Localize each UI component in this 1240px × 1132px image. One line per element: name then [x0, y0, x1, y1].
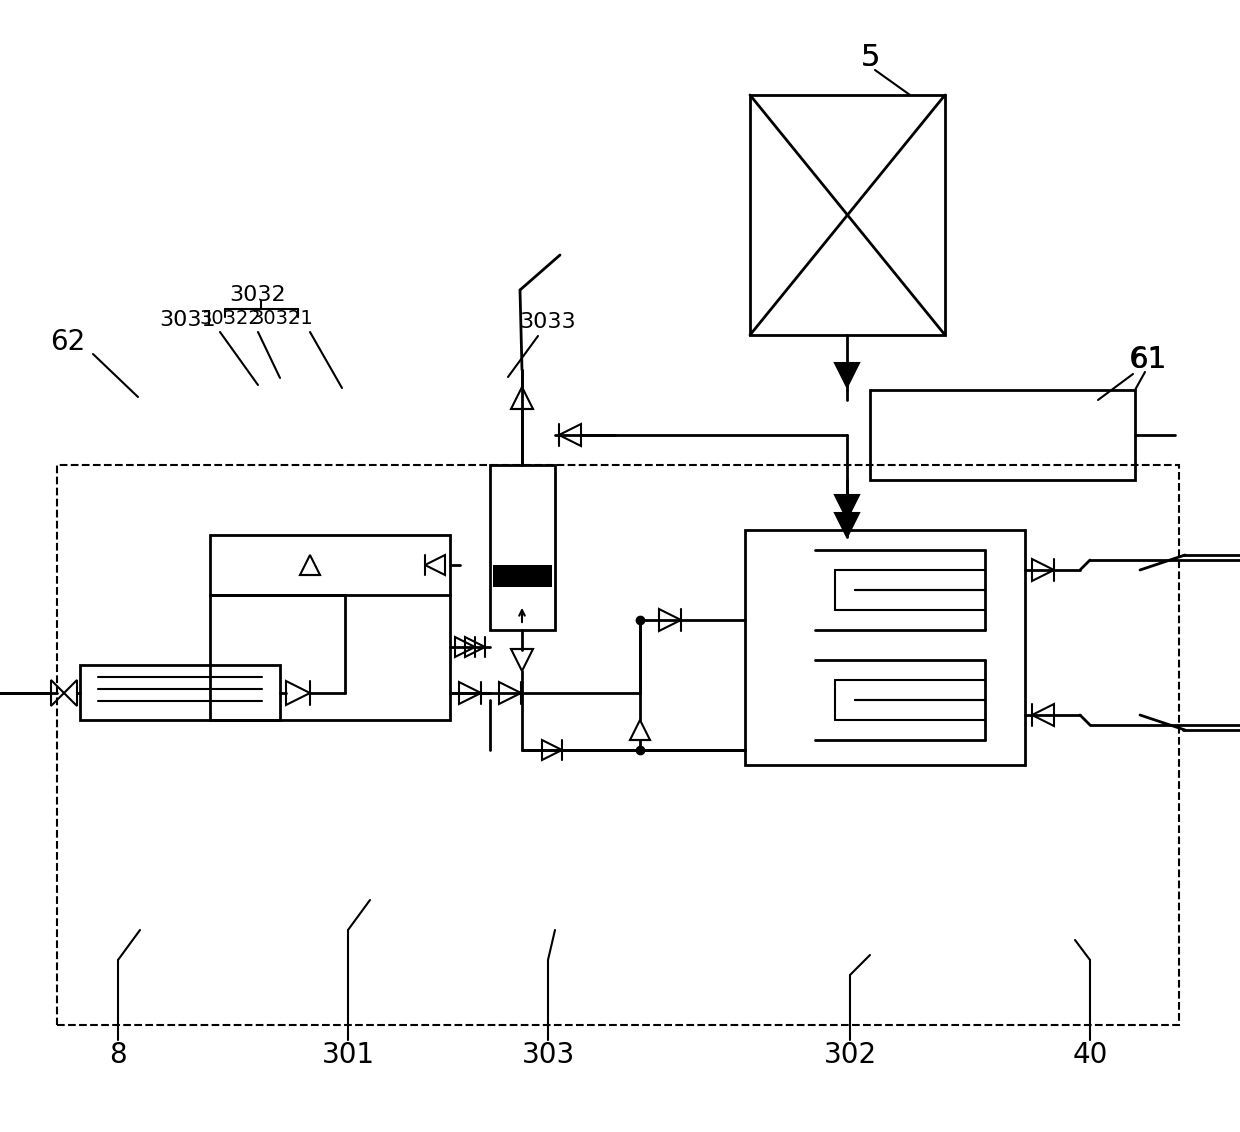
Bar — [57, 465, 1179, 1024]
Text: 30322: 30322 — [200, 309, 260, 327]
Text: 3033: 3033 — [520, 312, 577, 332]
Text: 302: 302 — [823, 1041, 877, 1069]
Polygon shape — [835, 495, 859, 518]
Bar — [494, 565, 552, 588]
Text: 303: 303 — [521, 1041, 574, 1069]
Bar — [490, 465, 556, 631]
Text: 301: 301 — [321, 1041, 374, 1069]
Text: 62: 62 — [51, 328, 86, 355]
Text: 8: 8 — [109, 1041, 126, 1069]
Polygon shape — [835, 513, 859, 537]
Text: 3032: 3032 — [229, 285, 286, 305]
Bar — [745, 530, 1025, 765]
Text: 5: 5 — [861, 43, 879, 72]
Text: 61: 61 — [1131, 346, 1166, 374]
Text: 3031: 3031 — [160, 310, 216, 331]
Bar — [870, 391, 1135, 480]
Text: 61: 61 — [1128, 345, 1167, 375]
Bar — [81, 664, 280, 720]
Text: 40: 40 — [1073, 1041, 1107, 1069]
Text: 5: 5 — [861, 43, 879, 72]
Bar — [210, 535, 450, 720]
Text: 30321: 30321 — [252, 309, 312, 327]
Bar — [750, 95, 945, 335]
Polygon shape — [835, 363, 859, 387]
